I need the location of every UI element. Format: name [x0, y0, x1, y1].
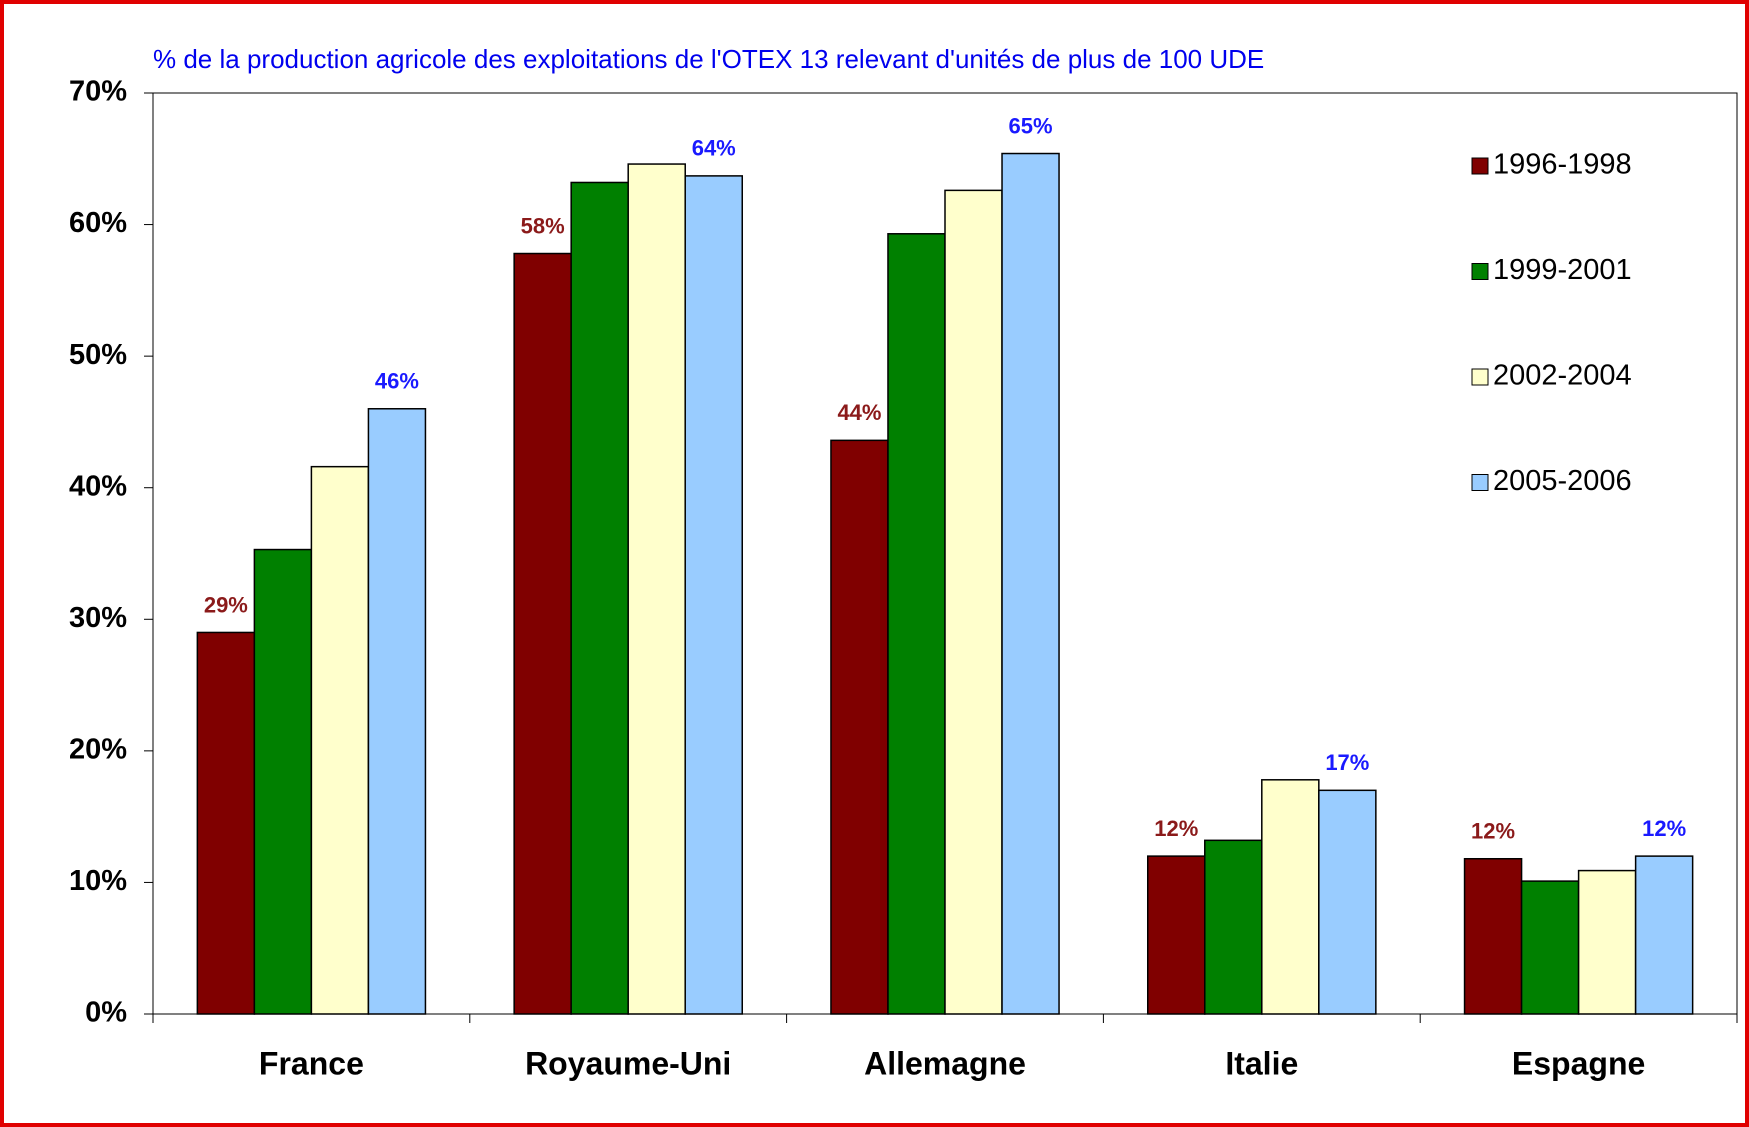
x-tick-label: Allemagne: [864, 1045, 1026, 1081]
value-label: 29%: [204, 592, 248, 617]
bar: [196, 631, 256, 1015]
bar: [513, 252, 572, 1015]
legend-swatch: [1471, 368, 1489, 386]
x-tick-label: Royaume-Uni: [525, 1045, 731, 1081]
bar: [1520, 880, 1580, 1015]
x-tick-label: Italie: [1225, 1045, 1298, 1081]
bar: [1147, 855, 1206, 1015]
bar: [684, 175, 743, 1015]
bar: [1634, 855, 1694, 1015]
bar: [253, 548, 313, 1015]
bar: [1204, 839, 1263, 1015]
bar: [627, 163, 686, 1015]
y-tick-label: 40%: [69, 470, 127, 502]
bar: [367, 408, 427, 1015]
value-label: 12%: [1471, 819, 1515, 844]
legend-label: 1996-1998: [1493, 149, 1632, 181]
bar: [887, 233, 946, 1015]
value-label: 58%: [521, 213, 565, 238]
legend-label: 1999-2001: [1493, 254, 1632, 286]
x-tick-label: France: [259, 1045, 364, 1081]
bar: [944, 189, 1003, 1015]
chart-title: % de la production agricole des exploita…: [153, 44, 1264, 74]
y-tick-label: 70%: [69, 76, 127, 108]
x-tick-label: Espagne: [1512, 1045, 1645, 1081]
bar: [1261, 779, 1320, 1015]
bar: [830, 439, 889, 1015]
legend-swatch: [1471, 474, 1489, 491]
y-tick-label: 10%: [69, 865, 127, 897]
value-label: 12%: [1154, 816, 1198, 841]
value-label: 64%: [692, 136, 736, 161]
legend-swatch: [1471, 157, 1489, 175]
value-label: 12%: [1642, 816, 1686, 841]
bar: [310, 465, 370, 1015]
y-tick-label: 30%: [69, 602, 127, 634]
value-label: 44%: [837, 400, 881, 425]
y-tick-label: 20%: [69, 734, 127, 766]
y-tick-label: 60%: [69, 207, 127, 239]
bar: [570, 181, 629, 1015]
value-label: 17%: [1325, 750, 1369, 775]
bar: [1318, 789, 1377, 1015]
legend-label: 2005-2006: [1493, 465, 1632, 497]
y-tick-label: 0%: [85, 997, 127, 1029]
bar: [1577, 869, 1637, 1015]
y-tick-label: 50%: [69, 339, 127, 371]
bar: [1463, 857, 1523, 1015]
value-label: 46%: [375, 369, 419, 394]
value-label: 65%: [1009, 113, 1053, 138]
bar: [1001, 152, 1060, 1015]
legend-swatch: [1471, 263, 1489, 280]
legend-label: 2002-2004: [1493, 360, 1632, 392]
